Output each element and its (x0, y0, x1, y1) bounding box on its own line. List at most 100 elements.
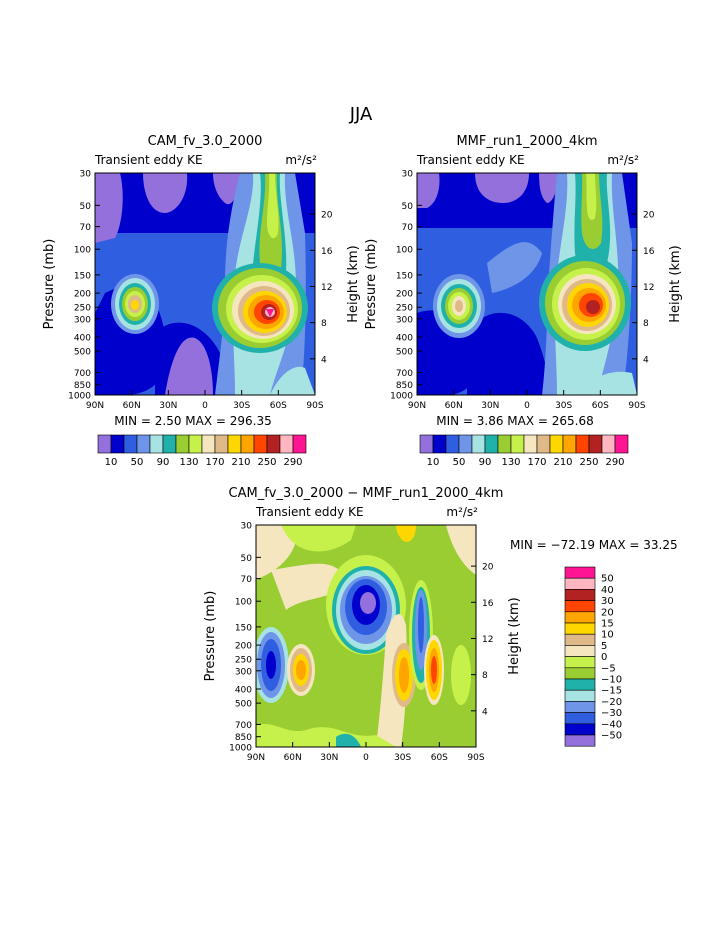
x-axis-ticks: 90N 60N 30N 0 30S 60S 90S (408, 390, 646, 411)
colorbar-swatch (564, 566, 596, 579)
y-tick-label: 850 (396, 381, 413, 391)
colorbar-swatch (564, 611, 596, 624)
y2-axis-ticks: 20 16 12 8 4 (632, 211, 655, 365)
y-tick-label: 500 (74, 348, 91, 358)
colorbar-swatch (227, 434, 242, 454)
colorbar-label: 10 (427, 457, 440, 468)
y-tick-label: 30 (402, 170, 414, 180)
y-tick-label: 30 (80, 170, 92, 180)
colorbar-label: 50 (601, 574, 614, 585)
colorbar-label: 20 (601, 607, 614, 618)
colorbar-swatch (214, 434, 229, 454)
colorbar-swatch (564, 633, 596, 646)
colorbar-label: −30 (601, 708, 622, 719)
y-tick-label: 500 (235, 700, 252, 710)
y2-axis-ticks: 20 16 12 8 4 (310, 211, 333, 365)
colorbar-label: 50 (453, 457, 466, 468)
colorbar-swatch (549, 434, 564, 454)
y2-tick-label: 16 (643, 247, 655, 257)
colorbar-swatch (240, 434, 255, 454)
colorbar-label: 10 (601, 630, 614, 641)
y2-tick-label: 4 (482, 707, 488, 717)
y-tick-label: 700 (74, 369, 91, 379)
colorbar-label: 30 (601, 596, 614, 607)
x-tick-label: 60N (445, 401, 463, 411)
x-tick-label: 30S (555, 401, 572, 411)
y-tick-label: 700 (235, 721, 252, 731)
colorbar: 10 50 90 130 170 210 250 290 (97, 434, 307, 468)
y2-tick-label: 4 (321, 355, 327, 365)
y2-axis-label: Height (km) (346, 245, 361, 322)
contour-field (256, 525, 476, 747)
y2-tick-label: 8 (482, 671, 488, 681)
colorbar-swatch (564, 723, 596, 736)
y-tick-label: 250 (396, 304, 413, 314)
y-tick-label: 70 (80, 223, 92, 233)
panel-diff: CAM_fv_3.0_2000 − MMF_run1_2000_4km Tran… (203, 486, 678, 763)
colorbar-swatch (458, 434, 473, 454)
y-tick-label: 250 (74, 304, 91, 314)
y-tick-label: 300 (235, 667, 252, 677)
colorbar-label: −10 (601, 675, 622, 686)
colorbar-label: 210 (231, 457, 250, 468)
y2-axis-label: Height (km) (668, 245, 683, 322)
colorbar-label: 90 (157, 457, 170, 468)
x-tick-label: 90S (306, 401, 323, 411)
colorbar-swatch (292, 434, 307, 454)
colorbar-swatch (432, 434, 447, 454)
x-tick-label: 60S (431, 753, 448, 763)
figure-title: JJA (349, 104, 373, 125)
y-tick-label: 70 (402, 223, 414, 233)
colorbar-label: 250 (257, 457, 276, 468)
units-label: m²/s² (446, 505, 478, 519)
y-tick-label: 150 (235, 623, 252, 633)
colorbar-label: 15 (601, 619, 614, 630)
y2-tick-label: 20 (482, 563, 494, 573)
colorbar-label: 90 (479, 457, 492, 468)
y-axis-label: Pressure (mb) (364, 239, 379, 330)
y-tick-label: 300 (396, 315, 413, 325)
colorbar-swatch (564, 667, 596, 680)
colorbar-label: 130 (501, 457, 520, 468)
colorbar-swatch (614, 434, 629, 454)
y2-tick-label: 8 (643, 319, 649, 329)
y2-tick-label: 12 (482, 635, 493, 645)
y-tick-label: 100 (74, 246, 91, 256)
x-tick-label: 30S (394, 753, 411, 763)
y2-tick-label: 16 (321, 247, 333, 257)
x-tick-label: 30S (233, 401, 250, 411)
colorbar-swatch (564, 656, 596, 669)
colorbar-swatch (564, 645, 596, 657)
x-tick-label: 90N (408, 401, 426, 411)
colorbar-swatch (564, 712, 596, 725)
y2-tick-label: 4 (643, 355, 649, 365)
colorbar-swatch (201, 434, 216, 454)
panel-cam: CAM_fv_3.0_2000 Transient eddy KE m²/s² (42, 134, 361, 468)
x-tick-label: 90S (467, 753, 484, 763)
colorbar-swatch (601, 434, 616, 454)
colorbar-swatch (497, 434, 512, 454)
y2-tick-label: 12 (321, 283, 332, 293)
y-tick-label: 150 (74, 271, 91, 281)
colorbar-swatch (445, 434, 460, 454)
colorbar-swatch (419, 434, 434, 454)
colorbar-label: −50 (601, 731, 622, 742)
colorbar-swatch (564, 689, 596, 702)
y-tick-label: 200 (396, 290, 413, 300)
colorbar-label: 0 (601, 652, 607, 663)
panel-subtitle: Transient eddy KE (255, 505, 364, 519)
colorbar-label: 250 (579, 457, 598, 468)
colorbar-swatch (175, 434, 190, 454)
colorbar-swatch (523, 434, 538, 454)
contour-field (417, 173, 637, 395)
x-tick-label: 90N (86, 401, 104, 411)
colorbar-swatch (564, 622, 596, 635)
y-tick-label: 1000 (68, 392, 91, 402)
y-tick-label: 300 (74, 315, 91, 325)
y-tick-label: 400 (74, 333, 91, 343)
colorbar-swatch (564, 600, 596, 613)
colorbar-swatch (253, 434, 268, 454)
